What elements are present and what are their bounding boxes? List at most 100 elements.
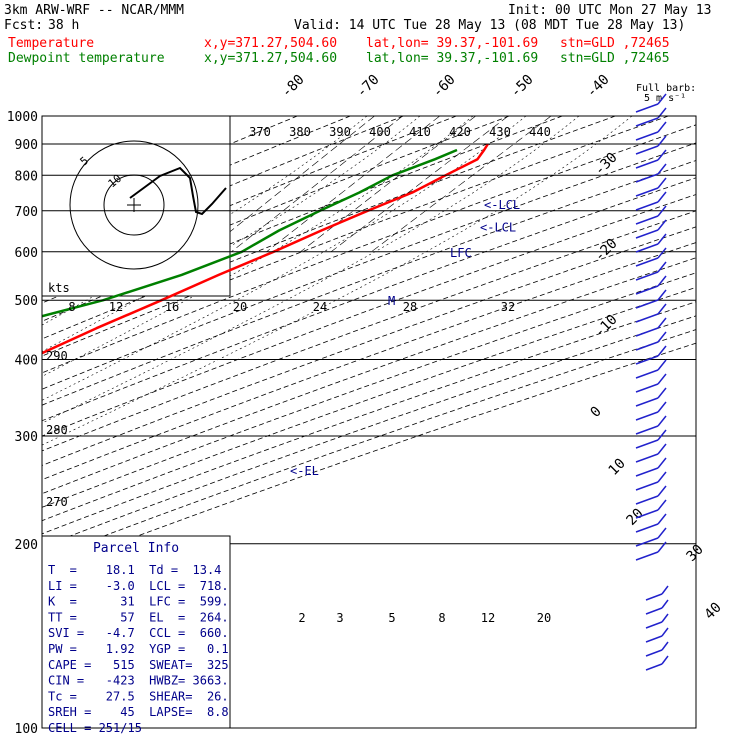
full-barb-label: Full barb: (636, 83, 697, 94)
dewpoint-trace (42, 148, 458, 318)
temperature-station: stn=GLD ,72465 (560, 36, 670, 51)
wind-barb-flag (657, 443, 667, 455)
sounding-traces (42, 143, 489, 355)
temperature-xy: x,y=371.27,504.60 (204, 36, 338, 51)
theta-label: 370 (249, 125, 271, 139)
wind-barb-flag (661, 641, 669, 651)
dry-adiabat-line (42, 116, 563, 322)
wind-barb-flag (657, 345, 667, 357)
wind-barb-staff (635, 453, 659, 463)
wind-barb-staff (645, 593, 663, 601)
wind-barb-flag (661, 627, 669, 637)
parcel-info-row: SREH = 45 LAPSE= 8.8 (48, 705, 229, 719)
wind-barb-flag (657, 135, 667, 147)
m-annotation: M (388, 294, 395, 308)
traces-clipped (42, 143, 489, 355)
isotherm-label: -50 (508, 72, 537, 101)
wind-barb-staff (635, 411, 659, 421)
pressure-label: 600 (15, 246, 38, 261)
wind-barb-staff (635, 355, 659, 365)
wind-barb-staff (635, 495, 659, 505)
isotherm-label: -30 (592, 150, 621, 179)
parcel-info-row: CAPE = 515 SWEAT= 325 (48, 658, 229, 672)
isotherm-label: -80 (279, 72, 308, 101)
wind-barb-staff (635, 481, 659, 491)
wind-barb-flag (657, 387, 667, 399)
dry-adiabat-line (42, 142, 696, 390)
wind-barb-staff (635, 187, 659, 197)
wind-barb-staff (635, 369, 659, 379)
wind-barb-staff (635, 173, 659, 183)
isotherm-label: -40 (584, 72, 613, 101)
wind-barb-flag (661, 655, 669, 665)
wind-barb-flag (657, 415, 667, 427)
dewpoint-legend: Dewpoint temperature (8, 51, 165, 66)
pressure-label: 1000 (7, 110, 38, 125)
wind-barb-flag (657, 233, 667, 245)
pressure-label: 900 (15, 138, 38, 153)
wind-barb-staff (635, 131, 659, 141)
isotherm-label: 30 (684, 542, 707, 565)
wind-barb-staff (635, 229, 659, 239)
wind-barb-flag (657, 541, 667, 553)
wind-barb-staff (635, 425, 659, 435)
wind-barb-flag (657, 93, 667, 105)
forecast-label: Fcst: (4, 18, 44, 33)
wind-barb-staff (635, 509, 659, 519)
wind-barb-flag (657, 275, 667, 287)
parcel-info-frame (41, 535, 231, 729)
wind-barb-flag (657, 149, 667, 161)
wind-barb-staff (635, 285, 659, 295)
wind-barb-staff (635, 159, 659, 169)
wind-barb-flag (657, 247, 667, 259)
pressure-label: 200 (15, 538, 38, 553)
mixing-ratio-label: 3 (336, 611, 343, 625)
wind-barb-flag (661, 613, 669, 623)
wind-barb-flag (657, 261, 667, 273)
wind-barb-flag (657, 485, 667, 497)
temperature-legend: Temperature (8, 36, 95, 51)
theta-label: 280 (46, 423, 68, 437)
wind-barb-staff (645, 635, 663, 643)
wind-barb-staff (635, 271, 659, 281)
wind-barb-staff (635, 243, 659, 253)
wind-barb-flag (657, 317, 667, 329)
isotherm-label: -60 (430, 72, 459, 101)
pressure-label: 100 (15, 722, 38, 737)
hodograph-inset: 510 (41, 115, 231, 297)
hodograph-frame (41, 115, 231, 297)
parcel-info-row: PW = 1.92 YGP = 0.1 (48, 642, 229, 656)
wind-barb-flag (657, 205, 667, 217)
isotherm-label: 20 (624, 506, 647, 529)
pressure-label: 400 (15, 354, 38, 369)
theta-label: 440 (529, 125, 551, 139)
isotherm-label: 0 (588, 404, 605, 421)
isotherm-label: 40 (702, 600, 725, 623)
parcel-info-row: K = 31 LFC = 599. (48, 595, 229, 609)
wind-barb-staff (635, 299, 659, 309)
wind-barb-flag (657, 289, 667, 301)
mixing-ratio-label: 20 (537, 611, 551, 625)
wind-barb-flag (657, 219, 667, 231)
wind-barb-staff (645, 607, 663, 615)
dewpoint-latlon: lat,lon= 39.37,-101.69 (366, 51, 539, 66)
wind-barb-flag (657, 359, 667, 371)
wind-barb-flag (657, 429, 667, 441)
wind-barb-flag (657, 527, 667, 539)
mixing-ratio-line (300, 116, 476, 253)
theta-label: 290 (46, 349, 68, 363)
lfc-annotation: LFC (450, 246, 472, 260)
model-title: 3km ARW-WRF -- NCAR/MMM (4, 3, 185, 18)
hodograph-speed-label: 8 (68, 300, 75, 314)
hodograph-speed-label: 28 (403, 300, 417, 314)
theta-label: 430 (489, 125, 511, 139)
wind-barb-staff (635, 103, 659, 113)
wind-barb-staff (645, 621, 663, 629)
wind-barb-flag (657, 121, 667, 133)
mixing-ratio-label: 8 (438, 611, 445, 625)
mixing-ratio-line (266, 116, 440, 253)
dry-adiabat-line (42, 342, 696, 573)
wind-barb-staff (635, 397, 659, 407)
pressure-label: 500 (15, 294, 38, 309)
